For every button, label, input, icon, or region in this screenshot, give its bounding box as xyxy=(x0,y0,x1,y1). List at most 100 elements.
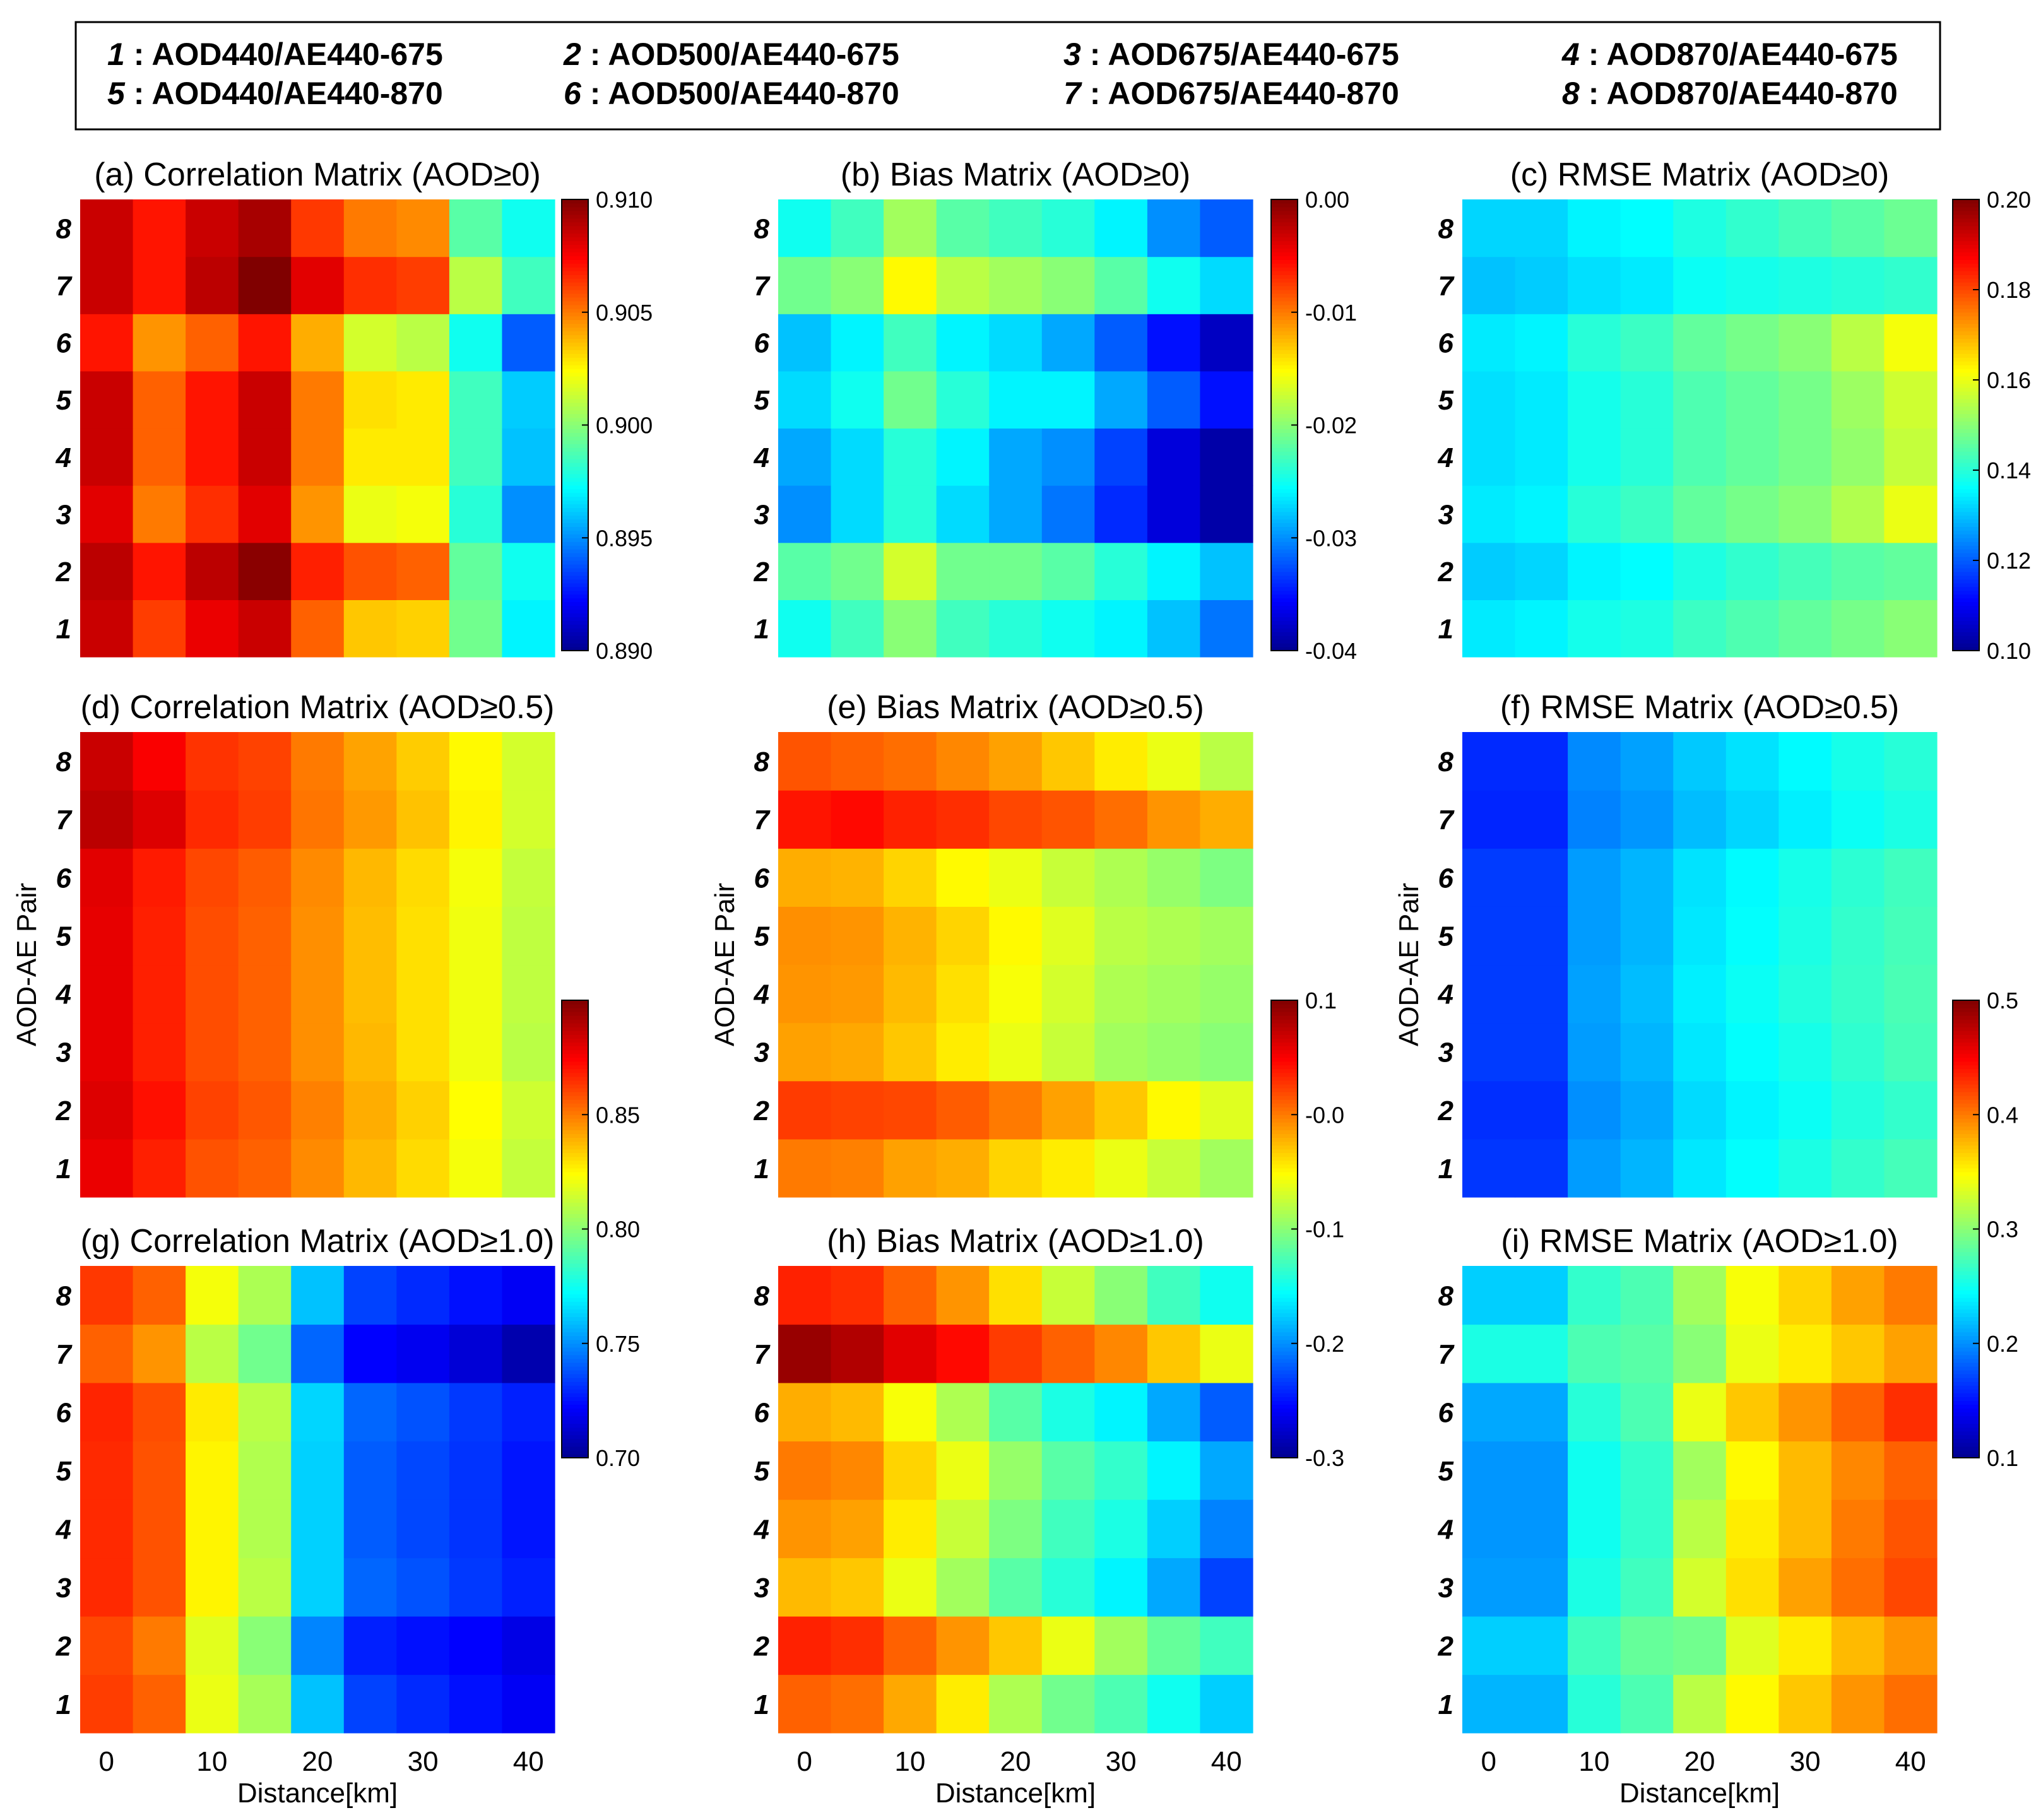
colorbar-segment xyxy=(562,1328,588,1333)
heatmap-cell xyxy=(778,314,832,372)
colorbar-segment xyxy=(1271,545,1298,550)
colorbar-segment xyxy=(562,1378,588,1382)
x-tick-label: 0 xyxy=(99,1746,114,1777)
colorbar-segment xyxy=(1271,290,1298,294)
heatmap-panel: (g) Correlation Matrix (AOD≥1.0)12345678… xyxy=(56,1223,555,1809)
heatmap-cell xyxy=(449,370,503,429)
colorbar-segment xyxy=(1271,617,1298,621)
colorbar-segment xyxy=(1953,601,1979,606)
colorbar-tick-label: 0.80 xyxy=(596,1217,640,1243)
heatmap-cell xyxy=(778,906,832,966)
heatmap-cell xyxy=(1831,906,1885,966)
colorbar-segment xyxy=(1953,421,1979,426)
colorbar-segment xyxy=(1953,1179,1979,1184)
heatmap-cell xyxy=(1094,1499,1148,1559)
heatmap-cell xyxy=(343,1138,397,1198)
colorbar-segment xyxy=(1953,436,1979,440)
heatmap-cell xyxy=(502,485,555,543)
colorbar-segment xyxy=(562,605,588,610)
colorbar-segment xyxy=(1953,271,1979,275)
colorbar-segment xyxy=(1271,549,1298,553)
x-tick-label: 30 xyxy=(1790,1746,1821,1777)
legend-entry: 5 : AOD440/AE440-870 xyxy=(107,76,443,111)
colorbar-segment xyxy=(1953,553,1979,557)
heatmap-cell xyxy=(1041,848,1095,907)
heatmap-cell xyxy=(291,428,345,486)
heatmap-cell xyxy=(186,370,239,429)
colorbar-segment xyxy=(1271,1072,1298,1077)
heatmap-cell xyxy=(291,485,345,543)
colorbar-segment xyxy=(562,1187,588,1191)
colorbar-segment xyxy=(562,402,588,407)
heatmap-cell xyxy=(449,1557,503,1617)
colorbar-segment xyxy=(1271,455,1298,459)
colorbar-segment xyxy=(1271,394,1298,399)
colorbar-tick-label: -0.04 xyxy=(1305,638,1357,664)
colorbar-segment xyxy=(1271,278,1298,283)
heatmap-cell xyxy=(778,1266,832,1325)
y-tick-label: 6 xyxy=(754,1397,770,1428)
colorbar-segment xyxy=(562,1335,588,1340)
heatmap-cell xyxy=(1620,732,1674,791)
heatmap-cell xyxy=(778,256,832,314)
colorbar-segment xyxy=(562,369,588,373)
heatmap-cell xyxy=(989,848,1043,907)
heatmap-cell xyxy=(1673,199,1727,257)
heatmap-cell xyxy=(186,790,239,849)
heatmap-cell xyxy=(936,542,990,600)
heatmap-cell xyxy=(1779,256,1832,314)
colorbar-segment xyxy=(1271,1214,1298,1218)
heatmap-cell xyxy=(1568,256,1621,314)
colorbar-segment xyxy=(1953,1130,1979,1135)
colorbar-segment xyxy=(562,1385,588,1390)
heatmap-cell xyxy=(1094,1441,1148,1500)
legend-entry: 8 : AOD870/AE440-870 xyxy=(1562,76,1898,111)
colorbar-segment xyxy=(1953,1141,1979,1146)
heatmap-cell xyxy=(831,1138,884,1198)
colorbar-segment xyxy=(1271,541,1298,546)
heatmap-cell xyxy=(1568,1499,1621,1559)
y-tick-label: 5 xyxy=(56,385,72,416)
heatmap-cell xyxy=(1725,1441,1779,1500)
colorbar-tick-label: 0.12 xyxy=(1987,548,2031,574)
colorbar-segment xyxy=(1953,451,1979,456)
heatmap-cell xyxy=(936,906,990,966)
colorbar-segment xyxy=(562,290,588,294)
legend-entry: 4 : AOD870/AE440-675 xyxy=(1561,37,1898,72)
colorbar-segment xyxy=(562,1240,588,1245)
heatmap-cell xyxy=(1779,1499,1832,1559)
colorbar-segment xyxy=(1271,451,1298,456)
colorbar-segment xyxy=(1953,237,1979,242)
colorbar-segment xyxy=(1953,300,1979,305)
colorbar-segment xyxy=(562,1236,588,1241)
colorbar-segment xyxy=(1953,575,1979,580)
colorbar-segment xyxy=(1953,1294,1979,1298)
colorbar-segment xyxy=(1953,1195,1979,1199)
colorbar-segment xyxy=(562,1438,588,1443)
x-axis-label: Distance[km] xyxy=(237,1778,398,1809)
colorbar-segment xyxy=(1271,1145,1298,1150)
legend-entry-label: : AOD870/AE440-870 xyxy=(1580,76,1898,111)
heatmap-cell xyxy=(1779,906,1832,966)
colorbar-segment xyxy=(1953,406,1979,411)
heatmap-cell xyxy=(1094,1022,1148,1082)
heatmap-cell xyxy=(133,1022,186,1082)
colorbar-segment xyxy=(1271,1087,1298,1092)
x-tick-label: 20 xyxy=(1000,1746,1031,1777)
heatmap-cell xyxy=(238,964,292,1024)
heatmap-cell xyxy=(1094,732,1148,791)
colorbar-segment xyxy=(562,1450,588,1455)
colorbar-segment xyxy=(1953,1004,1979,1008)
colorbar-segment xyxy=(1953,218,1979,223)
colorbar-segment xyxy=(1271,511,1298,516)
colorbar-segment xyxy=(562,545,588,550)
colorbar-segment xyxy=(1953,1282,1979,1287)
heatmap-cell xyxy=(291,600,345,658)
legend-entry-label: : AOD500/AE440-870 xyxy=(581,76,899,111)
colorbar-segment xyxy=(1953,459,1979,463)
colorbar-tick-label: 0.910 xyxy=(596,187,653,213)
heatmap-cell xyxy=(186,600,239,658)
heatmap-cell xyxy=(1041,1324,1095,1383)
heatmap-cell xyxy=(186,906,239,966)
y-tick-label: 8 xyxy=(1438,213,1454,244)
